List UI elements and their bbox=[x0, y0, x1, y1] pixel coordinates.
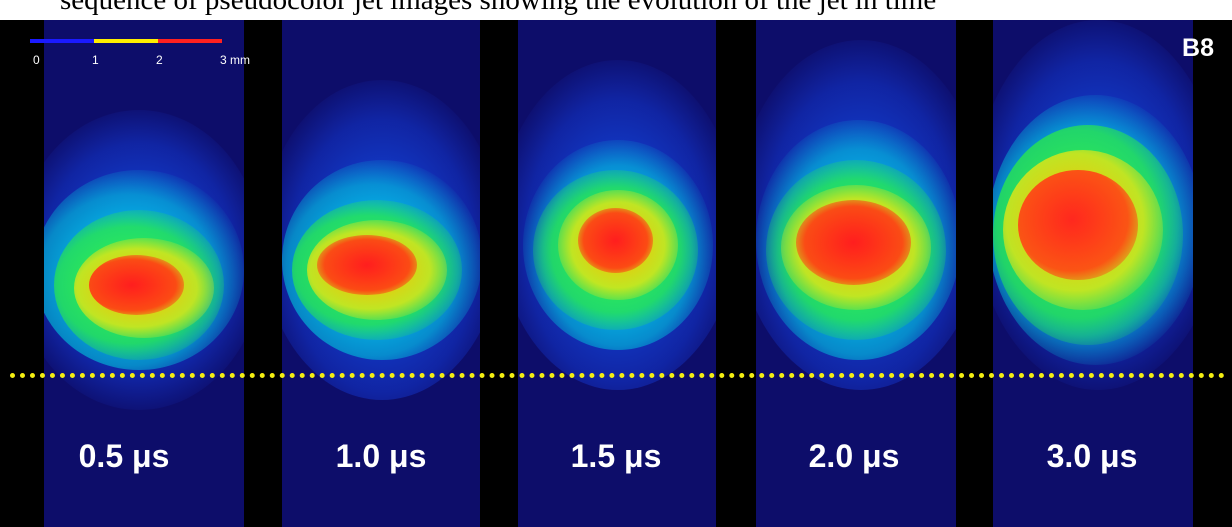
reference-dotted-line bbox=[10, 373, 1225, 378]
jet-core bbox=[578, 208, 653, 273]
panel-id: B8 bbox=[1182, 34, 1214, 62]
jet-core bbox=[317, 235, 417, 295]
jet-frame-3 bbox=[518, 20, 716, 527]
scale-tick-3mm: 3 mm bbox=[220, 53, 250, 67]
jet-core bbox=[1018, 170, 1138, 280]
time-label-4: 2.0 μs bbox=[808, 438, 900, 474]
jet-frame-1 bbox=[44, 20, 244, 527]
jet-core bbox=[89, 255, 184, 315]
jet-frame-2 bbox=[282, 20, 480, 527]
scale-tick-1: 1 bbox=[92, 53, 99, 67]
scale-segment-1-2 bbox=[94, 39, 158, 43]
scale-tick-2: 2 bbox=[156, 53, 163, 67]
time-label-2: 1.0 μs bbox=[335, 438, 427, 474]
time-label-5: 3.0 μs bbox=[1046, 438, 1138, 474]
jet-frame-4 bbox=[756, 20, 956, 527]
caption-strip: sequence of pseudocolor jet images showi… bbox=[0, 0, 1232, 20]
time-label-1: 0.5 μs bbox=[78, 438, 170, 474]
caption-text: sequence of pseudocolor jet images showi… bbox=[60, 0, 937, 16]
scale-bar bbox=[30, 39, 222, 43]
scale-segment-2-3 bbox=[158, 39, 222, 43]
time-label-3: 1.5 μs bbox=[570, 438, 662, 474]
scale-tick-0: 0 bbox=[33, 53, 40, 67]
scale-segment-0-1 bbox=[30, 39, 94, 43]
jet-image-sequence: 0 1 2 3 mm B8 0.5 μs 1.0 μs 1.5 μs 2.0 μ… bbox=[0, 20, 1232, 527]
jet-core bbox=[796, 200, 911, 285]
jet-frame-5 bbox=[993, 20, 1193, 527]
